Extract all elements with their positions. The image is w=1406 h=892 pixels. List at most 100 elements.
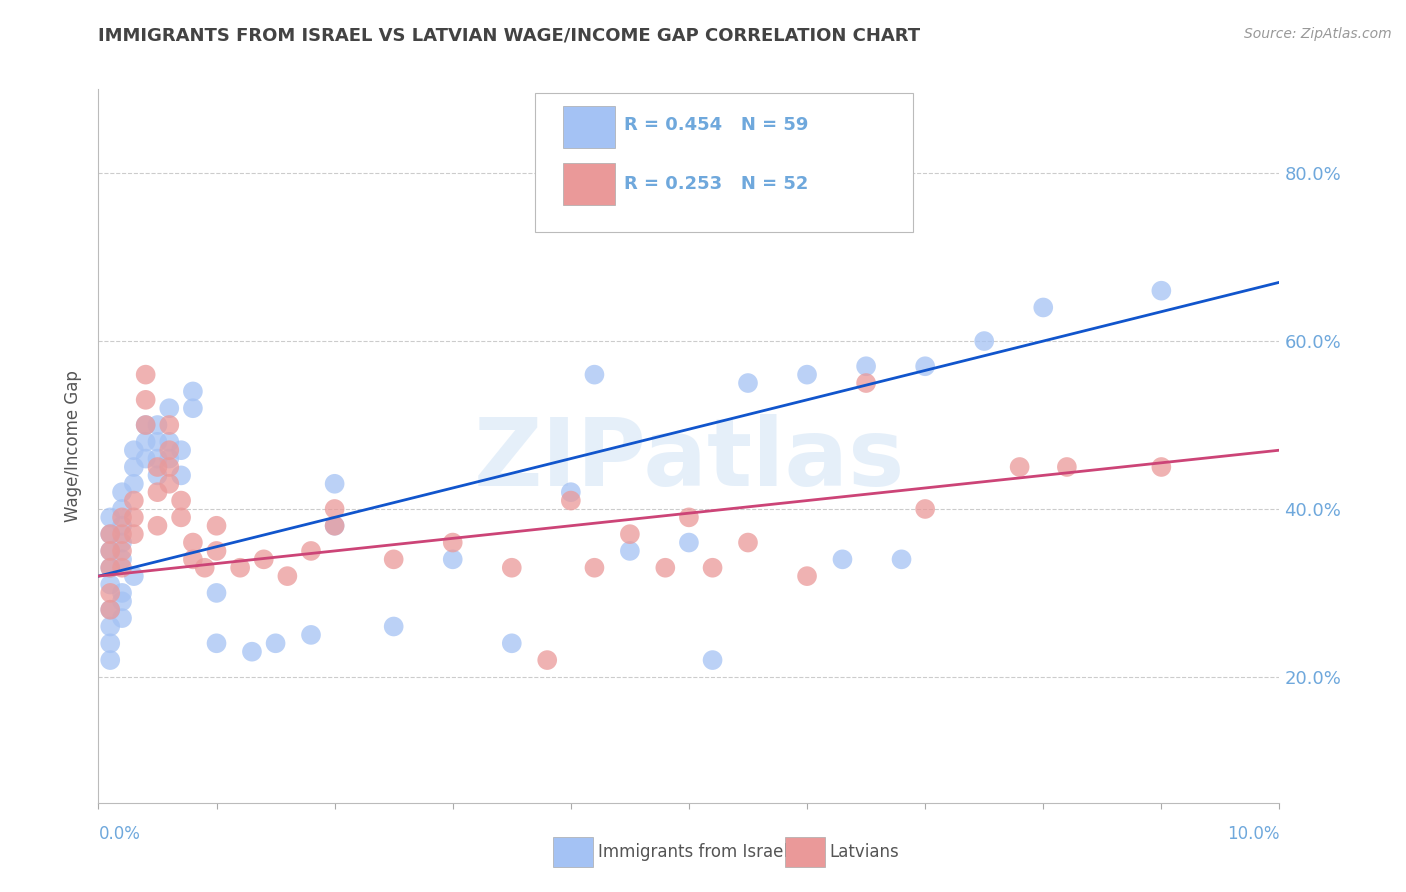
Point [98, 619, 121, 633]
Point [111, 552, 134, 566]
Point [135, 417, 157, 432]
Text: R = 0.253   N = 52: R = 0.253 N = 52 [624, 175, 808, 193]
Point [194, 560, 217, 574]
Point [135, 368, 157, 382]
Point [1056, 460, 1078, 475]
Point [276, 569, 298, 583]
Point [536, 653, 558, 667]
FancyBboxPatch shape [562, 162, 614, 205]
Point [98, 527, 121, 541]
Point [135, 417, 157, 432]
Point [111, 544, 134, 558]
Point [501, 636, 523, 650]
Point [619, 527, 641, 541]
Point [111, 594, 134, 608]
Point [122, 569, 145, 583]
Point [111, 510, 134, 524]
Text: R = 0.454   N = 59: R = 0.454 N = 59 [624, 116, 808, 134]
Point [737, 376, 759, 390]
Point [181, 384, 204, 399]
Text: 10.0%: 10.0% [1227, 825, 1279, 843]
Point [146, 485, 169, 500]
Text: Latvians: Latvians [830, 843, 900, 861]
Point [111, 611, 134, 625]
Point [299, 628, 322, 642]
Point [122, 443, 145, 458]
Text: IMMIGRANTS FROM ISRAEL VS LATVIAN WAGE/INCOME GAP CORRELATION CHART: IMMIGRANTS FROM ISRAEL VS LATVIAN WAGE/I… [98, 27, 921, 45]
Point [157, 443, 180, 458]
Point [122, 493, 145, 508]
Point [111, 586, 134, 600]
Point [98, 603, 121, 617]
Point [157, 434, 180, 449]
Point [501, 560, 523, 574]
Point [702, 653, 724, 667]
Point [98, 653, 121, 667]
Point [157, 401, 180, 416]
Point [678, 510, 700, 524]
Point [205, 636, 228, 650]
Point [181, 401, 204, 416]
Point [157, 460, 180, 475]
Point [253, 552, 276, 566]
Point [146, 518, 169, 533]
Point [135, 392, 157, 407]
Point [855, 359, 877, 374]
Point [146, 460, 169, 475]
Point [111, 485, 134, 500]
Point [146, 451, 169, 466]
Point [205, 544, 228, 558]
Point [146, 468, 169, 483]
Point [146, 417, 169, 432]
Point [1150, 460, 1173, 475]
Point [702, 560, 724, 574]
Point [264, 636, 287, 650]
Point [122, 527, 145, 541]
Point [111, 502, 134, 516]
Point [382, 619, 405, 633]
Point [441, 535, 464, 549]
Point [146, 434, 169, 449]
Point [583, 560, 606, 574]
Point [560, 493, 582, 508]
Text: 0.0%: 0.0% [98, 825, 141, 843]
Point [170, 493, 193, 508]
Point [583, 368, 606, 382]
Point [619, 544, 641, 558]
Point [299, 544, 322, 558]
Point [135, 451, 157, 466]
FancyBboxPatch shape [562, 105, 614, 148]
Text: Immigrants from Israel: Immigrants from Israel [598, 843, 787, 861]
Point [323, 518, 346, 533]
Text: ZIPatlas: ZIPatlas [474, 414, 904, 507]
Point [98, 510, 121, 524]
Point [382, 552, 405, 566]
Point [441, 552, 464, 566]
Point [98, 603, 121, 617]
Y-axis label: Wage/Income Gap: Wage/Income Gap [65, 370, 83, 522]
Point [914, 502, 936, 516]
Point [111, 518, 134, 533]
Point [170, 510, 193, 524]
Point [205, 518, 228, 533]
Point [323, 502, 346, 516]
Point [240, 645, 263, 659]
Point [122, 510, 145, 524]
Point [560, 485, 582, 500]
Point [170, 468, 193, 483]
Point [98, 544, 121, 558]
Point [831, 552, 853, 566]
Point [98, 586, 121, 600]
Point [796, 569, 818, 583]
Point [111, 560, 134, 574]
Point [98, 560, 121, 574]
Point [98, 527, 121, 541]
Point [122, 460, 145, 475]
Point [98, 560, 121, 574]
Point [157, 451, 180, 466]
Point [914, 359, 936, 374]
Point [973, 334, 995, 348]
Text: Source: ZipAtlas.com: Source: ZipAtlas.com [1244, 27, 1392, 41]
Point [181, 552, 204, 566]
Point [111, 535, 134, 549]
